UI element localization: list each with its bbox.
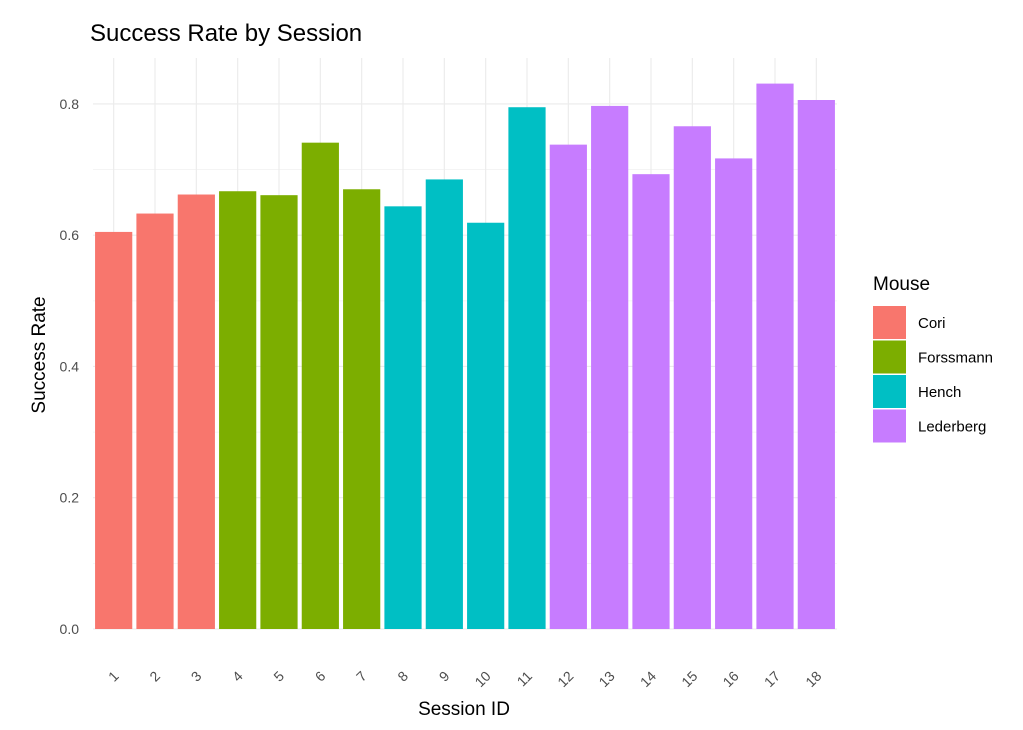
legend-swatch bbox=[873, 375, 906, 408]
legend: Mouse Cori Forssmann Hench Lederberg bbox=[873, 274, 993, 443]
bar-session-1 bbox=[95, 231, 133, 629]
x-tick-label: 2 bbox=[146, 668, 163, 685]
bar-session-17 bbox=[756, 83, 794, 629]
bar-session-5 bbox=[260, 195, 298, 629]
x-tick-label: 6 bbox=[312, 668, 329, 685]
x-axis-title: Session ID bbox=[418, 699, 510, 720]
bar-session-16 bbox=[715, 158, 753, 629]
x-tick-label: 3 bbox=[188, 668, 205, 685]
bar-session-15 bbox=[673, 126, 711, 629]
y-tick-label: 0.4 bbox=[60, 358, 80, 374]
x-tick-label: 4 bbox=[229, 668, 246, 685]
legend-title: Mouse bbox=[873, 274, 930, 295]
bar-session-14 bbox=[632, 174, 670, 630]
x-tick-label: 5 bbox=[270, 668, 287, 685]
legend-swatch bbox=[873, 340, 906, 374]
x-tick-label: 13 bbox=[595, 668, 617, 690]
bar-session-4 bbox=[219, 191, 257, 629]
y-tick-label: 0.6 bbox=[60, 227, 80, 243]
x-tick-label: 12 bbox=[554, 668, 576, 690]
x-tick-label: 10 bbox=[471, 668, 493, 690]
y-axis-title: Success Rate bbox=[29, 296, 50, 413]
y-tick-label: 0.8 bbox=[60, 96, 80, 112]
x-tick-label: 18 bbox=[802, 668, 824, 690]
y-tick-label: 0.2 bbox=[60, 490, 80, 506]
legend-entries: Cori Forssmann Hench Lederberg bbox=[873, 306, 993, 443]
x-tick-label: 15 bbox=[678, 668, 700, 690]
bar-session-10 bbox=[467, 222, 505, 629]
x-tick-label: 11 bbox=[514, 668, 536, 690]
bar-session-6 bbox=[301, 142, 339, 629]
bar-session-18 bbox=[797, 100, 835, 630]
bar-session-13 bbox=[591, 105, 629, 629]
x-tick-label: 1 bbox=[105, 668, 122, 685]
bars bbox=[95, 83, 835, 630]
legend-label: Hench bbox=[918, 384, 961, 401]
chart-title: Success Rate by Session bbox=[90, 20, 362, 47]
y-axis-ticks: 0.0 0.2 0.4 0.6 0.8 bbox=[60, 96, 80, 637]
x-tick-label: 9 bbox=[436, 668, 453, 685]
x-tick-label: 7 bbox=[353, 668, 370, 685]
bar-session-2 bbox=[136, 213, 174, 629]
legend-swatch bbox=[873, 409, 906, 443]
bar-session-3 bbox=[177, 194, 215, 629]
x-tick-label: 8 bbox=[394, 668, 411, 685]
x-tick-label: 16 bbox=[719, 668, 741, 690]
bar-session-7 bbox=[343, 189, 381, 629]
x-axis-ticks: 1 2 3 4 5 6 7 8 9 10 11 12 13 14 15 16 17 18 bbox=[105, 668, 825, 690]
x-tick-label: 14 bbox=[637, 668, 659, 690]
legend-swatch bbox=[873, 306, 906, 339]
bar-session-8 bbox=[384, 206, 422, 629]
y-tick-label: 0.0 bbox=[60, 621, 80, 637]
legend-label: Lederberg bbox=[918, 419, 986, 436]
x-tick-label: 17 bbox=[761, 668, 783, 690]
bar-session-11 bbox=[508, 107, 546, 630]
legend-label: Forssmann bbox=[918, 350, 993, 367]
legend-label: Cori bbox=[918, 315, 946, 332]
bar-session-9 bbox=[425, 179, 463, 629]
bar-session-12 bbox=[549, 144, 587, 630]
